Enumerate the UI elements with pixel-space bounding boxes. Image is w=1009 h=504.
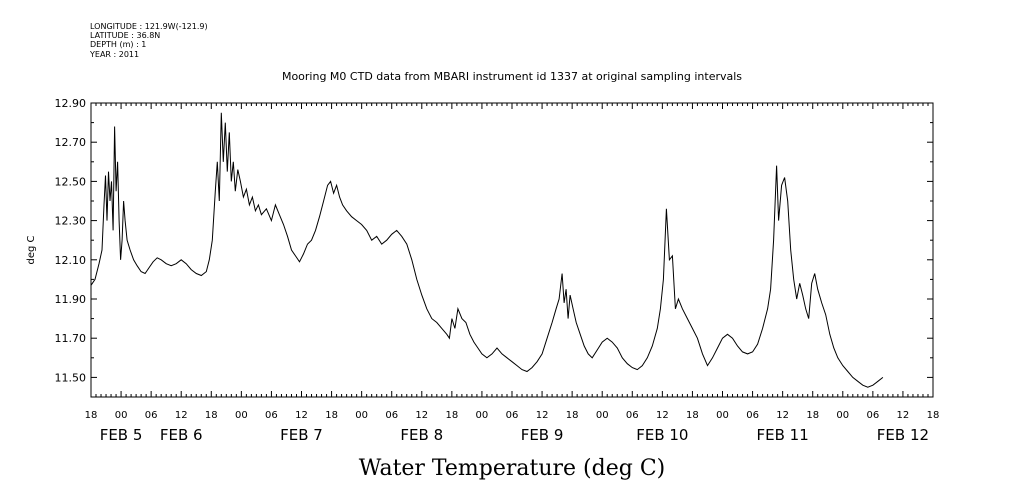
x-hour-label: 00 [235, 410, 248, 421]
x-hour-label: 12 [295, 410, 308, 421]
x-hour-label: 06 [626, 410, 639, 421]
y-tick-label: 11.50 [55, 371, 87, 384]
x-hour-label: 12 [175, 410, 188, 421]
year-label: YEAR : 2011 [90, 49, 140, 59]
x-hour-label: 06 [746, 410, 759, 421]
x-axis-title: Water Temperature (deg C) [359, 456, 666, 481]
x-hour-label: 18 [205, 410, 218, 421]
longitude-label: LONGITUDE : 121.9W(-121.9) [90, 22, 208, 31]
y-axis-label: deg C [26, 235, 37, 264]
x-hour-labels: 18 00 06 12 18 00 06 12 18 00 06 12 18 00 06 12 18 00 06 12… [85, 410, 940, 421]
station-metadata: LONGITUDE : 121.9W(-121.9) LATITUDE : 36… [90, 22, 208, 59]
x-hour-label: 18 [927, 410, 940, 421]
y-tick-label: 12.30 [55, 215, 87, 228]
latitude-label: LATITUDE : 36.8N [90, 31, 161, 41]
plot-frame [90, 102, 934, 398]
x-day-label: FEB 8 [400, 426, 443, 444]
x-hour-label: 18 [806, 410, 819, 421]
x-day-label: FEB 7 [280, 426, 323, 444]
y-tick-label: 11.90 [55, 293, 87, 306]
x-hour-label: 12 [415, 410, 428, 421]
y-tick-labels: 11.50 11.70 11.90 12.10 12.30 12.50 12.70 12.90 [55, 97, 87, 384]
x-hour-label: 12 [776, 410, 789, 421]
y-tick-label: 12.10 [55, 254, 87, 267]
x-hour-label: 00 [596, 410, 609, 421]
x-day-label: FEB 12 [877, 426, 929, 444]
axis-ticks [90, 102, 934, 398]
x-day-label: FEB 10 [636, 426, 688, 444]
x-day-label: FEB 9 [521, 426, 564, 444]
x-hour-label: 06 [385, 410, 398, 421]
y-tick-label: 12.90 [55, 97, 87, 110]
x-hour-label: 12 [656, 410, 669, 421]
x-hour-label: 00 [716, 410, 729, 421]
x-hour-label: 12 [897, 410, 910, 421]
x-hour-label: 18 [445, 410, 458, 421]
x-hour-label: 06 [506, 410, 519, 421]
x-day-label: FEB 11 [757, 426, 809, 444]
x-hour-label: 00 [355, 410, 368, 421]
x-day-labels: FEB 5 FEB 6 FEB 7 FEB 8 FEB 9 FEB 10 FEB 11 FEB… [100, 426, 929, 444]
x-day-label: FEB 5 [100, 426, 143, 444]
x-hour-label: 18 [85, 410, 98, 421]
x-hour-label: 06 [866, 410, 879, 421]
x-hour-label: 06 [145, 410, 158, 421]
x-hour-label: 06 [265, 410, 278, 421]
x-hour-label: 00 [115, 410, 128, 421]
x-hour-label: 00 [836, 410, 849, 421]
x-hour-label: 18 [686, 410, 699, 421]
water-temperature-line [90, 112, 884, 388]
chart-title: Mooring M0 CTD data from MBARI instrumen… [282, 70, 742, 83]
x-hour-label: 18 [566, 410, 579, 421]
x-hour-label: 00 [476, 410, 489, 421]
y-tick-label: 11.70 [55, 332, 87, 345]
x-day-label: FEB 6 [160, 426, 203, 444]
x-hour-label: 12 [536, 410, 549, 421]
y-tick-label: 12.70 [55, 136, 87, 149]
y-tick-label: 12.50 [55, 175, 87, 188]
depth-label: DEPTH (m) : 1 [90, 40, 147, 50]
x-hour-label: 18 [325, 410, 338, 421]
